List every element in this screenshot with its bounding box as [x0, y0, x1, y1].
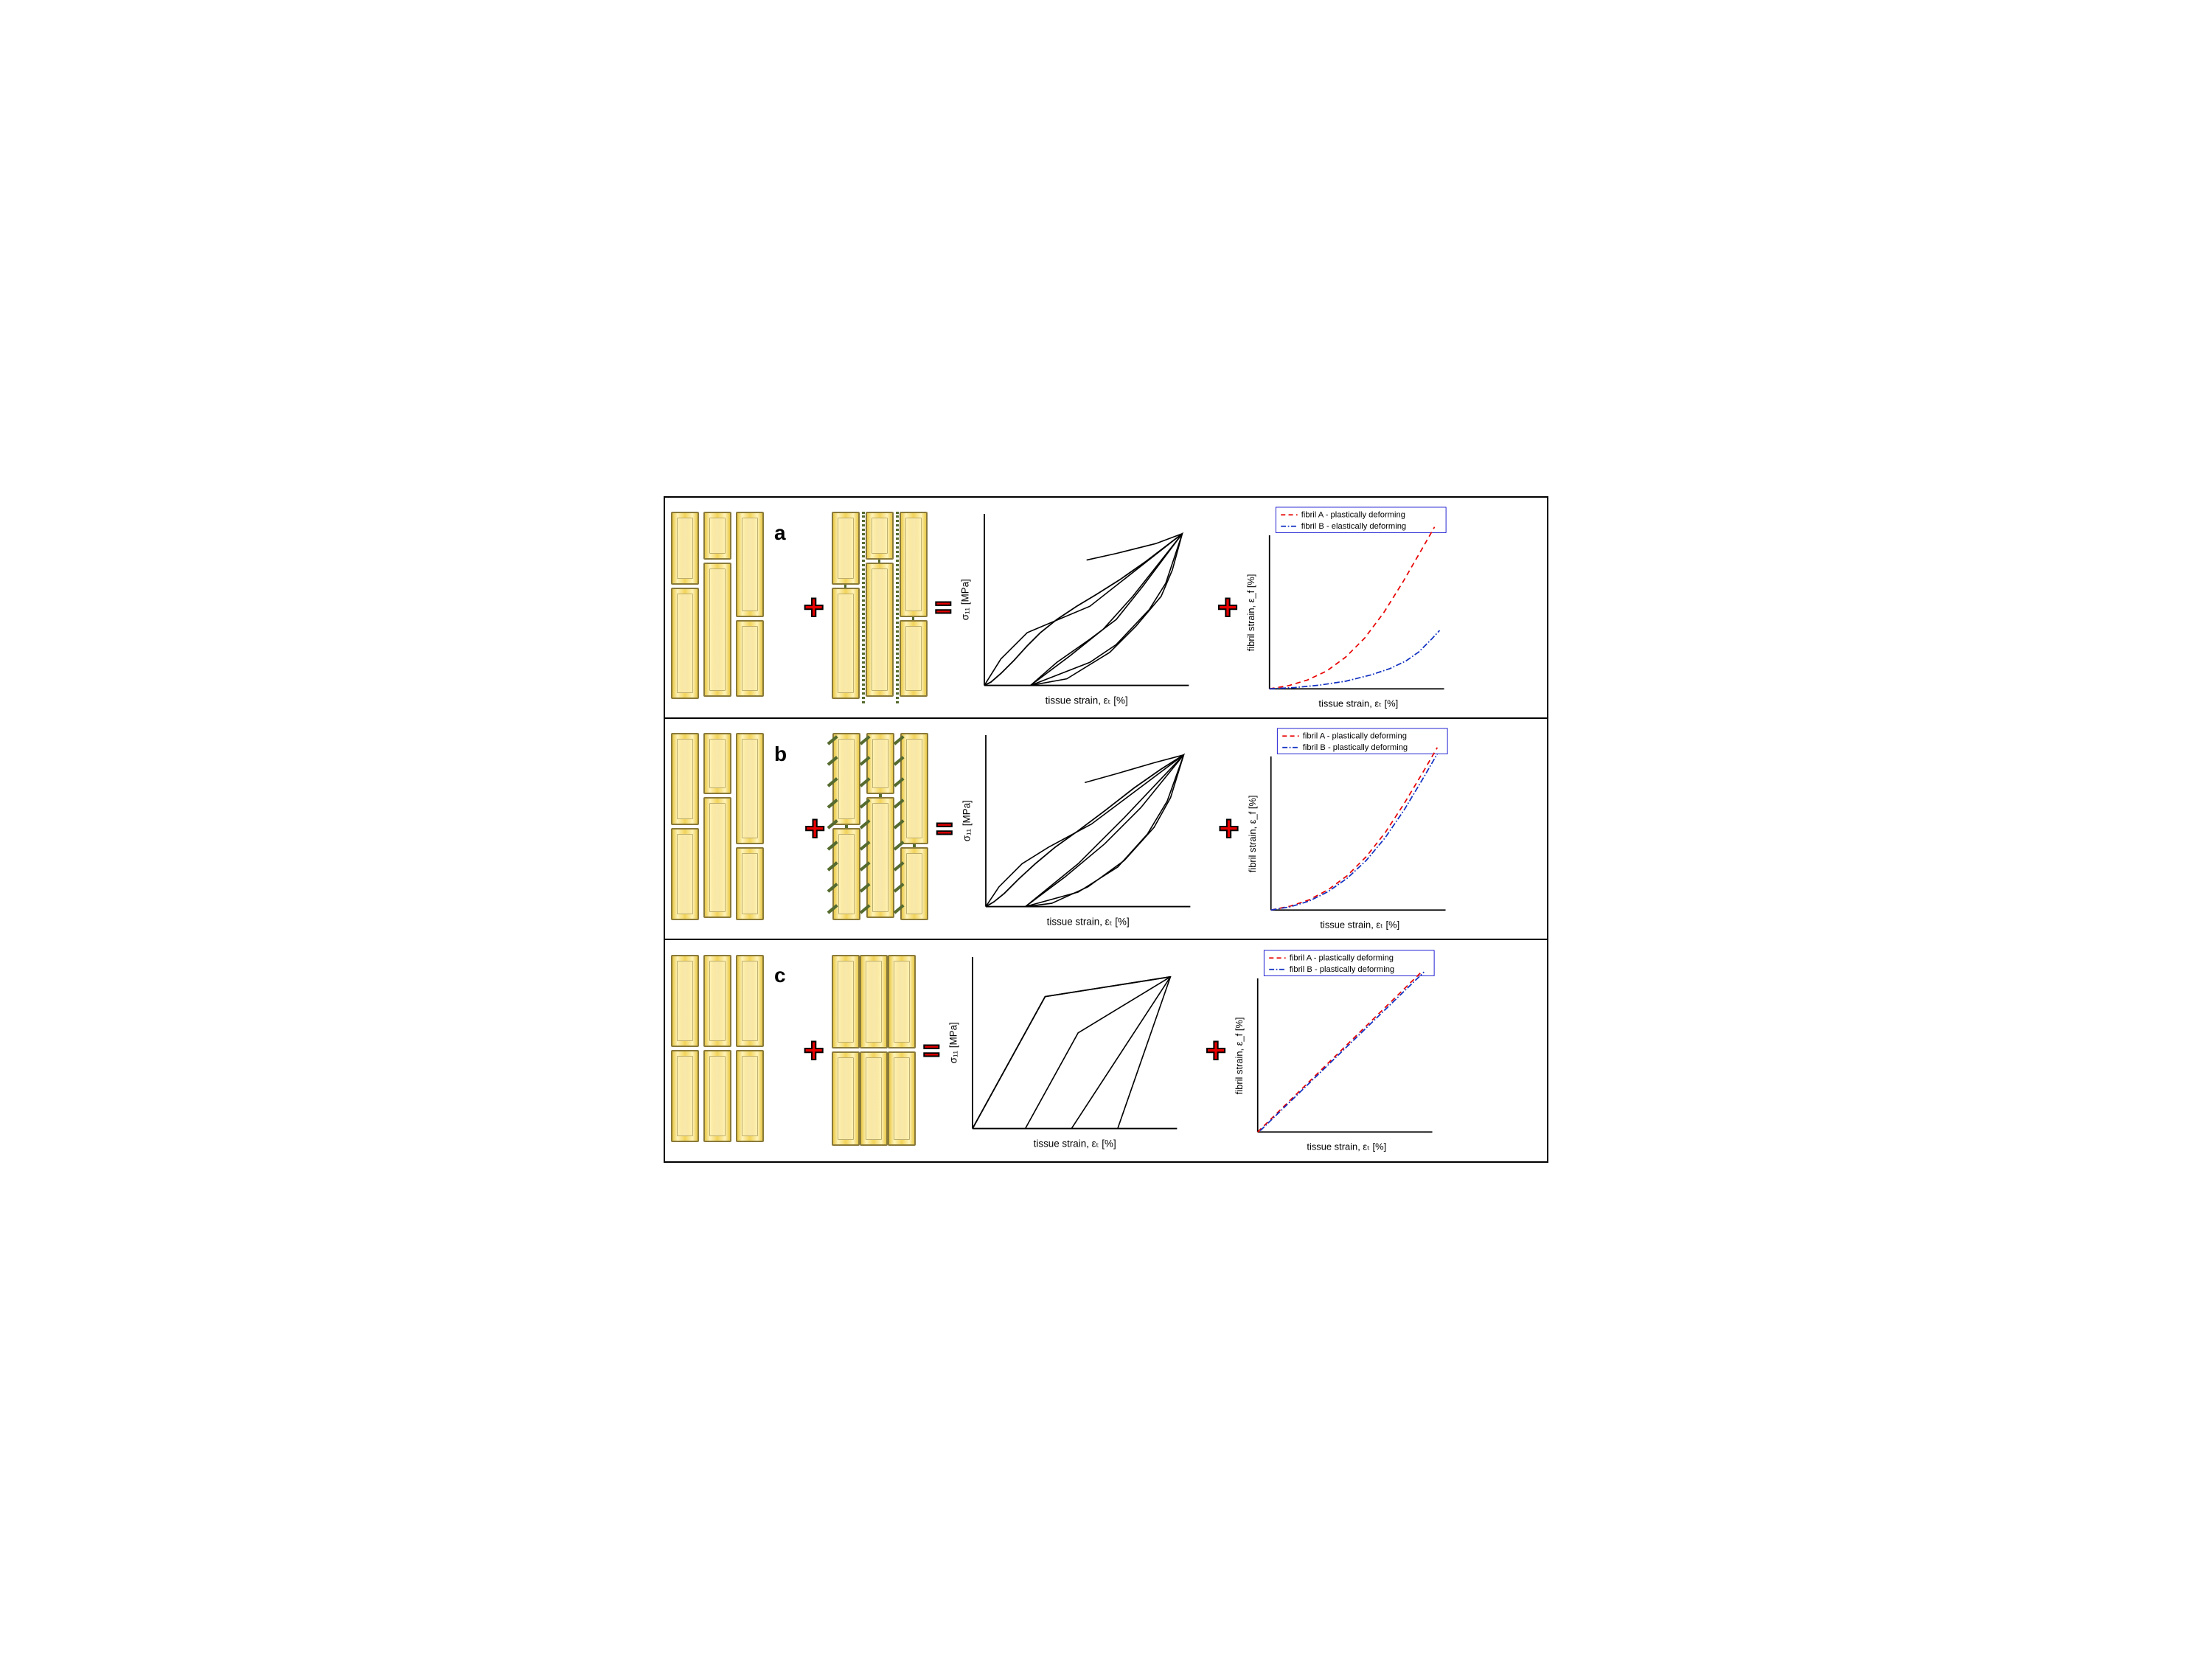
panel-label: b	[774, 728, 787, 766]
stress-strain-chart: tissue strain, εₜ [%] σ₁₁ [MPa]	[947, 947, 1198, 1154]
equals-operator: =	[935, 591, 952, 625]
panel-label: a	[774, 507, 786, 545]
fibril-array-left	[671, 955, 764, 1147]
panel-row-b: b + = tissue strain, εₜ [%] σ₁₁ [MPa] + …	[665, 719, 1547, 940]
panel-row-c: c + = tissue strain, εₜ [%] σ₁₁ [MPa] + …	[665, 940, 1547, 1161]
panel-label: c	[774, 949, 786, 987]
svg-text:fibril strain, ε_f [%]: fibril strain, ε_f [%]	[1234, 1018, 1245, 1095]
plus-operator: +	[1217, 588, 1238, 628]
svg-text:σ₁₁ [MPa]: σ₁₁ [MPa]	[959, 579, 970, 620]
equals-operator: =	[923, 1034, 940, 1068]
fibril-array-combined	[832, 955, 916, 1147]
fibril-array-combined	[832, 733, 928, 925]
svg-text:fibril A - plastically deformi: fibril A - plastically deforming	[1290, 954, 1394, 963]
plus-operator: +	[1219, 809, 1239, 849]
equals-operator: =	[936, 813, 953, 846]
figure-container: a + = tissue strain, εₜ [%] σ₁₁ [MPa] + …	[664, 496, 1548, 1163]
svg-text:fibril A - plastically deformi: fibril A - plastically deforming	[1302, 732, 1406, 741]
svg-text:fibril strain, ε_f [%]: fibril strain, ε_f [%]	[1245, 574, 1256, 652]
svg-text:fibril A - plastically deformi: fibril A - plastically deforming	[1301, 511, 1405, 520]
stress-strain-chart: tissue strain, εₜ [%] σ₁₁ [MPa]	[959, 504, 1210, 711]
svg-text:tissue strain, εₜ [%]: tissue strain, εₜ [%]	[1046, 917, 1129, 928]
panel-row-a: a + = tissue strain, εₜ [%] σ₁₁ [MPa] + …	[665, 498, 1547, 719]
svg-text:σ₁₁ [MPa]: σ₁₁ [MPa]	[961, 800, 972, 841]
plus-operator: +	[804, 588, 824, 628]
svg-text:tissue strain, εₜ [%]: tissue strain, εₜ [%]	[1320, 919, 1399, 930]
plus-operator: +	[1206, 1031, 1226, 1071]
svg-text:tissue strain, εₜ [%]: tissue strain, εₜ [%]	[1046, 695, 1128, 706]
fibril-array-left	[671, 512, 764, 703]
fibril-array-combined	[832, 512, 928, 703]
svg-text:tissue strain, εₜ [%]: tissue strain, εₜ [%]	[1307, 1141, 1386, 1152]
fibril-strain-chart: fibril A - plastically deforming fibril …	[1234, 947, 1462, 1154]
svg-text:fibril B - plastically deformi: fibril B - plastically deforming	[1290, 965, 1394, 974]
svg-text:σ₁₁ [MPa]: σ₁₁ [MPa]	[947, 1022, 959, 1063]
stress-strain-chart: tissue strain, εₜ [%] σ₁₁ [MPa]	[961, 726, 1211, 932]
plus-operator: +	[804, 809, 825, 849]
svg-text:fibril B - elastically deformi: fibril B - elastically deforming	[1301, 522, 1406, 531]
fibril-strain-chart: fibril A - plastically deforming fibril …	[1247, 726, 1475, 932]
svg-text:fibril strain, ε_f [%]: fibril strain, ε_f [%]	[1247, 796, 1258, 873]
plus-operator: +	[804, 1031, 824, 1071]
svg-text:tissue strain, εₜ [%]: tissue strain, εₜ [%]	[1034, 1138, 1116, 1150]
svg-text:fibril B - plastically deformi: fibril B - plastically deforming	[1302, 743, 1407, 752]
svg-text:tissue strain, εₜ [%]: tissue strain, εₜ [%]	[1318, 698, 1398, 709]
fibril-strain-chart: fibril A - plastically deforming fibril …	[1245, 504, 1474, 711]
fibril-array-left	[671, 733, 764, 925]
